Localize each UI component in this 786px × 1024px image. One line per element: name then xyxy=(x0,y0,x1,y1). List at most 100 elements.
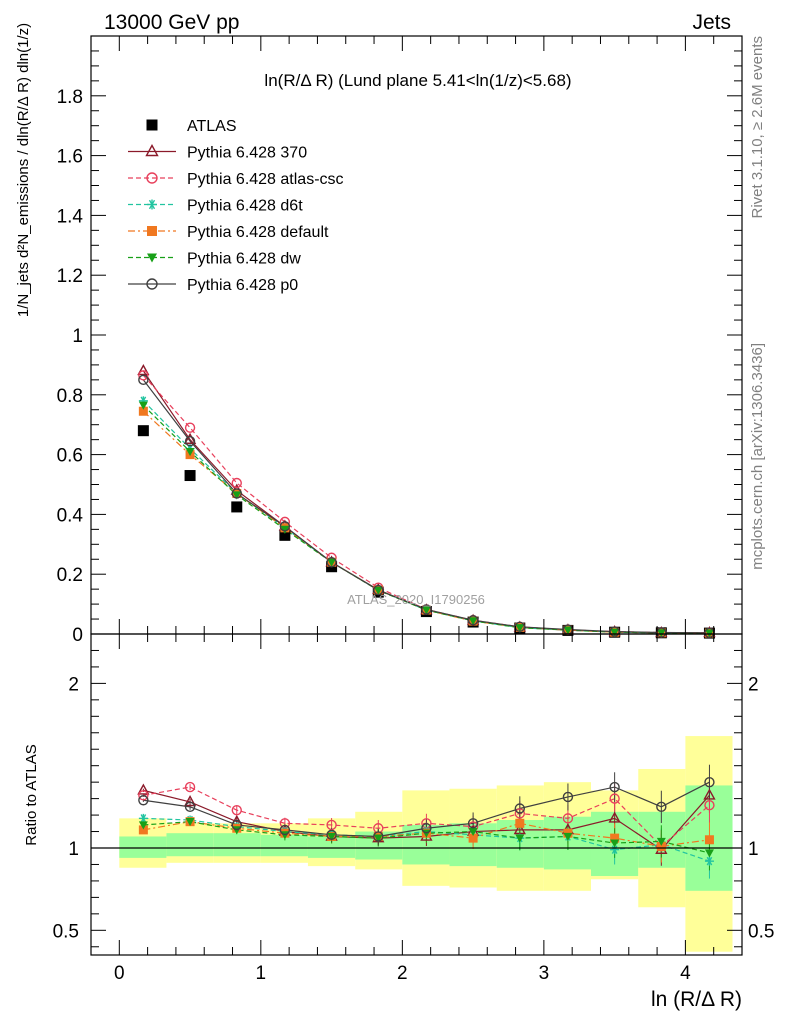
main-y-tick-label: 0.8 xyxy=(57,386,83,407)
legend-item-pythia-6-428-370: Pythia 6.428 370 xyxy=(128,144,307,162)
main-title: ln(R/Δ R) (Lund plane 5.41<ln(1/z)<5.68) xyxy=(264,71,571,90)
watermark: ATLAS_2020_I1790256 xyxy=(347,592,485,607)
legend-marker-pythia-6-428-atlas-csc xyxy=(146,172,158,184)
legend-marker-pythia-6-428-370 xyxy=(145,144,159,157)
main-point-pythia-6-428-atlas-csc-0 xyxy=(138,370,149,381)
main-y-tick-label: 1.8 xyxy=(57,87,83,108)
ratio-point-pythia-6-428-370-8 xyxy=(513,823,526,835)
main-y-tick-label: 1.6 xyxy=(57,147,83,168)
legend-marker-atlas xyxy=(146,119,158,131)
legend-label-pythia-6-428-p0: Pythia 6.428 p0 xyxy=(187,277,298,294)
ratio-point-pythia-6-428-atlas-csc-10 xyxy=(609,793,620,804)
ratio-band-inner-4 xyxy=(307,836,356,858)
main-point-pythia-6-428-dw-8 xyxy=(515,624,525,633)
ratio-point-pythia-6-428-default-11 xyxy=(656,841,666,851)
main-y-axis-label: 1/N_jets d²N_emissions / dln(R/Δ R) dln(… xyxy=(15,23,32,317)
ratio-y-tick-label-left: 0.5 xyxy=(53,921,79,942)
main-point-pythia-6-428-dw-1 xyxy=(185,448,195,457)
ratio-point-pythia-6-428-p0-8 xyxy=(514,803,526,814)
ratio-point-pythia-6-428-atlas-csc-8 xyxy=(514,808,526,819)
legend-marker-pythia-6-428-d6t xyxy=(147,199,157,210)
main-point-pythia-6-428-dw-7 xyxy=(468,617,478,626)
main-point-pythia-6-428-default-0 xyxy=(138,406,148,416)
ratio-point-pythia-6-428-default-12 xyxy=(704,835,714,845)
ratio-point-pythia-6-428-370-0 xyxy=(137,783,150,795)
main-point-pythia-6-428-dw-2 xyxy=(232,491,242,500)
legend-label-pythia-6-428-atlas-csc: Pythia 6.428 atlas-csc xyxy=(187,171,344,188)
ratio-band-inner-0 xyxy=(119,836,167,858)
ratio-point-pythia-6-428-370-1 xyxy=(183,795,197,807)
ratio-point-pythia-6-428-p0-7 xyxy=(467,818,479,829)
ratio-point-pythia-6-428-default-7 xyxy=(468,833,478,843)
rivet-label: Rivet 3.1.10, ≥ 2.6M events xyxy=(749,36,766,219)
ratio-frame xyxy=(90,633,743,956)
ratio-point-pythia-6-428-p0-9 xyxy=(562,791,574,803)
legend-marker-pythia-6-428-p0 xyxy=(146,278,158,290)
ratio-point-pythia-6-428-p0-1 xyxy=(184,801,196,813)
legend-item-pythia-6-428-default: Pythia 6.428 default xyxy=(128,224,329,241)
ratio-point-pythia-6-428-default-10 xyxy=(610,833,620,843)
main-point-atlas-0 xyxy=(137,425,149,437)
main-y-tick-label: 0.4 xyxy=(57,505,84,526)
main-point-pythia-6-428-dw-5 xyxy=(373,586,383,595)
x-tick-label: 1 xyxy=(256,963,267,984)
ratio-point-pythia-6-428-370-10 xyxy=(608,811,621,823)
legend-item-atlas: ATLAS xyxy=(146,118,237,135)
main-y-tick-label-zero: 0 xyxy=(72,625,83,646)
header-collision: 13000 GeV pp xyxy=(104,11,239,34)
ratio-point-pythia-6-428-atlas-csc-9 xyxy=(562,813,574,824)
ratio-y-tick-label-left: 1 xyxy=(68,839,79,860)
ratio-y-tick-label-right: 2 xyxy=(748,674,759,695)
ratio-point-pythia-6-428-dw-8 xyxy=(515,834,525,843)
ratio-point-pythia-6-428-dw-0 xyxy=(138,821,148,830)
x-tick-label: 3 xyxy=(539,963,550,984)
ratio-point-pythia-6-428-dw-7 xyxy=(468,827,478,837)
main-point-pythia-6-428-370-0 xyxy=(137,364,150,376)
legend: ATLAS Pythia 6.428 370 Pythia 6.428 atlas-… xyxy=(128,118,344,294)
ratio-point-pythia-6-428-p0-0 xyxy=(138,795,149,806)
x-axis-label: ln (R/Δ R) xyxy=(651,988,742,1011)
main-point-pythia-6-428-dw-0 xyxy=(138,401,148,410)
ratio-y-tick-label-left: 2 xyxy=(68,674,79,695)
legend-label-pythia-6-428-default: Pythia 6.428 default xyxy=(187,224,329,241)
ratio-band-inner-2 xyxy=(213,833,261,857)
ratio-point-pythia-6-428-p0-4 xyxy=(326,829,337,841)
main-point-pythia-6-428-p0-3 xyxy=(279,521,291,532)
main-y-tick-label: 0.6 xyxy=(57,446,83,467)
ratio-band-inner-1 xyxy=(166,833,214,857)
main-point-pythia-6-428-p0-5 xyxy=(373,584,384,596)
legend-marker-pythia-6-428-dw xyxy=(147,253,157,263)
legend-label-atlas: ATLAS xyxy=(187,118,237,135)
main-point-pythia-6-428-p0-7 xyxy=(467,615,479,626)
main-point-pythia-6-428-dw-11 xyxy=(656,629,666,638)
main-point-atlas-2 xyxy=(231,501,243,513)
main-point-pythia-6-428-p0-10 xyxy=(609,626,620,637)
x-tick-label: 4 xyxy=(680,963,691,984)
ratio-point-pythia-6-428-dw-5 xyxy=(373,834,383,843)
ratio-point-pythia-6-428-p0-5 xyxy=(373,831,384,842)
ratio-point-pythia-6-428-p0-11 xyxy=(656,801,667,813)
ratio-point-pythia-6-428-atlas-csc-1 xyxy=(184,781,196,793)
ratio-point-pythia-6-428-370-12 xyxy=(703,788,716,800)
legend-item-pythia-6-428-dw: Pythia 6.428 dw xyxy=(128,251,301,268)
main-point-pythia-6-428-atlas-csc-1 xyxy=(184,422,196,433)
legend-label-pythia-6-428-dw: Pythia 6.428 dw xyxy=(187,251,301,268)
header-process: Jets xyxy=(692,11,731,34)
x-tick-label: 0 xyxy=(114,963,125,984)
main-axes: 0.2 0.4 0.6 0.8 1 1.2 1.4 1.6 1.8 0 xyxy=(57,35,743,646)
main-series-markers xyxy=(137,364,716,639)
main-y-tick-label: 1.2 xyxy=(57,266,83,287)
ratio-point-pythia-6-428-atlas-csc-12 xyxy=(704,800,715,811)
ratio-y-tick-label-right: 0.5 xyxy=(748,921,774,942)
main-point-pythia-6-428-p0-0 xyxy=(138,374,149,386)
ratio-y-axis-label: Ratio to ATLAS xyxy=(23,744,40,845)
ratio-point-pythia-6-428-dw-11 xyxy=(656,837,666,846)
ratio-point-pythia-6-428-dw-9 xyxy=(563,832,573,841)
ratio-point-pythia-6-428-p0-12 xyxy=(704,776,715,788)
x-tick-label: 2 xyxy=(397,963,408,984)
main-point-pythia-6-428-p0-4 xyxy=(326,557,337,568)
ratio-point-pythia-6-428-p0-3 xyxy=(279,824,291,836)
ratio-point-pythia-6-428-atlas-csc-4 xyxy=(326,819,337,831)
main-point-pythia-6-428-p0-6 xyxy=(421,604,432,615)
